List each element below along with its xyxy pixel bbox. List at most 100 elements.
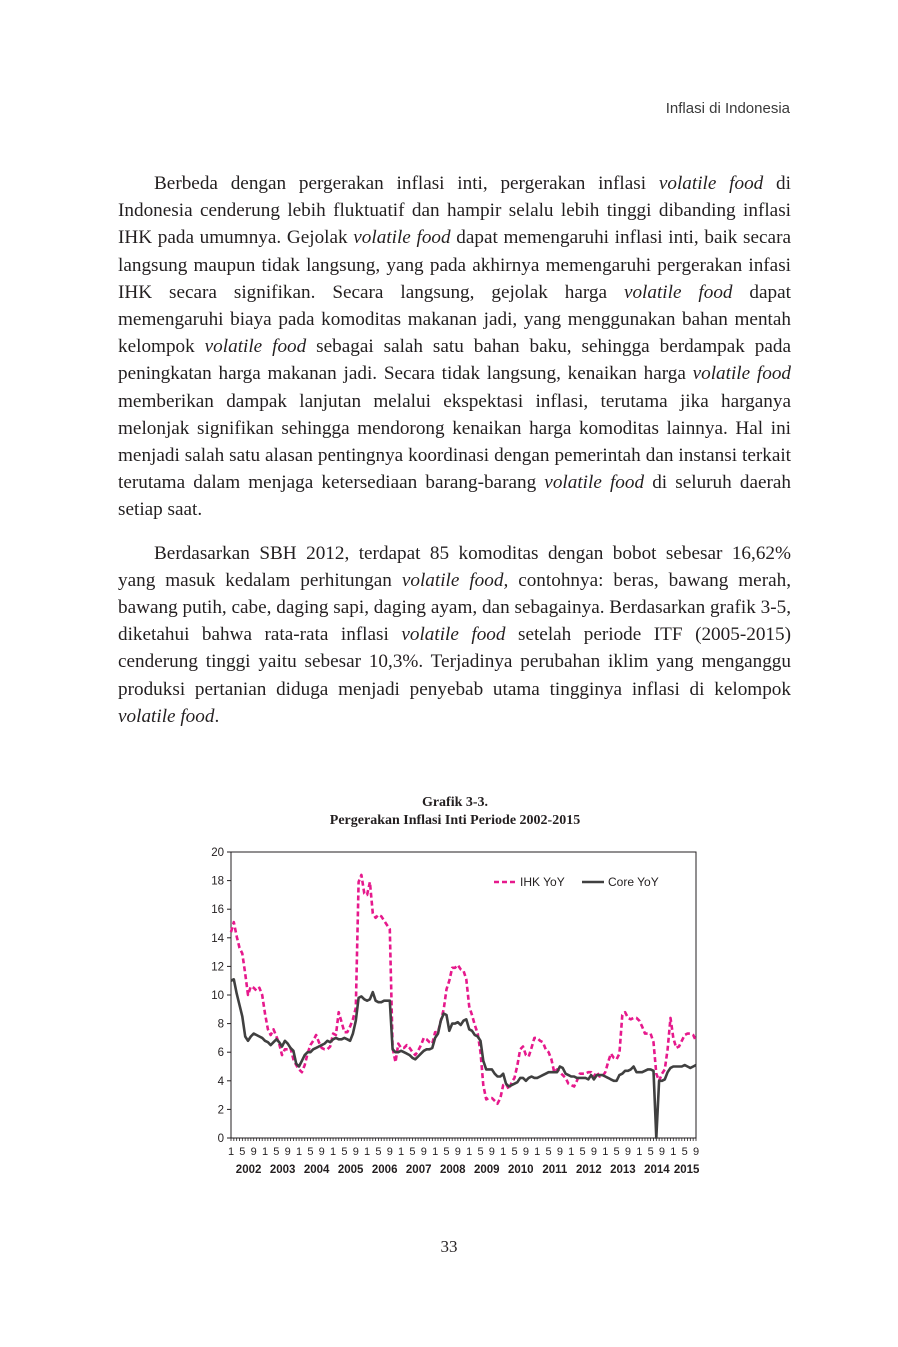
x-month-label: 9 bbox=[353, 1146, 359, 1158]
italic-term: volatile food, bbox=[401, 569, 509, 591]
y-tick-label: 10 bbox=[211, 990, 224, 1002]
text-run: di Indonesia cenderung lebih fluktuatif … bbox=[118, 173, 791, 249]
x-month-label: 9 bbox=[625, 1146, 631, 1158]
x-year-label: 2011 bbox=[542, 1164, 568, 1176]
x-month-label: 9 bbox=[557, 1146, 563, 1158]
plot-frame bbox=[230, 851, 697, 1139]
y-tick-label: 4 bbox=[218, 1076, 225, 1088]
x-month-label: 1 bbox=[670, 1146, 676, 1158]
italic-term: volatile food bbox=[204, 336, 307, 358]
y-tick-label: 0 bbox=[218, 1133, 224, 1145]
x-month-label: 1 bbox=[534, 1146, 540, 1158]
x-month-label: 5 bbox=[375, 1146, 381, 1158]
paragraph-1: Berbeda dengan pergerakan inflasi inti, … bbox=[118, 170, 791, 524]
text-run: contohnya: beras, bawang merah, bawang p… bbox=[118, 569, 791, 646]
text-run: memberikan dampak lanjutan melalui ekspe… bbox=[118, 390, 791, 494]
x-month-label: 5 bbox=[682, 1146, 688, 1158]
x-year-label: 2013 bbox=[610, 1164, 636, 1176]
x-month-label: 5 bbox=[614, 1146, 620, 1158]
x-month-label: 9 bbox=[251, 1146, 257, 1158]
x-year-label: 2014 bbox=[644, 1164, 670, 1176]
running-header: Inflasi di Indonesia bbox=[665, 100, 790, 117]
text-run: Berdasarkan SBH 2012, terdapat 85 komodi… bbox=[118, 542, 791, 591]
x-month-label: 5 bbox=[443, 1146, 449, 1158]
legend-label: IHK YoY bbox=[520, 875, 565, 889]
figure-label: Grafik 3-3. bbox=[421, 795, 489, 810]
x-year-label: 2009 bbox=[474, 1164, 500, 1176]
x-month-label: 9 bbox=[421, 1146, 427, 1158]
x-month-label: 9 bbox=[693, 1146, 699, 1158]
x-month-label: 1 bbox=[398, 1146, 404, 1158]
x-month-label: 5 bbox=[580, 1146, 586, 1158]
text-run: dapat memengaruhi biaya pada komoditas m… bbox=[118, 281, 791, 358]
italic-term: volatile food bbox=[118, 705, 215, 727]
italic-term: volatile food bbox=[401, 624, 506, 646]
x-month-label: 5 bbox=[477, 1146, 483, 1158]
page-number: 33 bbox=[440, 1237, 458, 1256]
italic-term: volatile food bbox=[353, 227, 451, 249]
x-month-label: 5 bbox=[545, 1146, 551, 1158]
x-year-label: 2010 bbox=[508, 1164, 534, 1176]
text-run: setelah periode ITF (2005-2015) cenderun… bbox=[118, 624, 791, 700]
x-month-label: 1 bbox=[296, 1146, 302, 1158]
x-year-label: 2002 bbox=[236, 1164, 262, 1176]
y-tick-label: 6 bbox=[218, 1047, 224, 1059]
y-tick-label: 12 bbox=[211, 961, 224, 973]
x-year-label: 2006 bbox=[372, 1164, 398, 1176]
text-run: di seluruh daerah setiap saat. bbox=[118, 472, 791, 521]
x-month-label: 1 bbox=[262, 1146, 268, 1158]
x-month-label: 9 bbox=[591, 1146, 597, 1158]
x-month-label: 5 bbox=[648, 1146, 654, 1158]
x-year-label: 2015 bbox=[674, 1164, 700, 1176]
x-month-label: 1 bbox=[568, 1146, 574, 1158]
y-tick-label: 16 bbox=[211, 904, 224, 916]
text-run: sebagai salah satu bahan baku, sehingga … bbox=[118, 336, 791, 385]
x-month-label: 1 bbox=[602, 1146, 608, 1158]
x-month-label: 9 bbox=[387, 1146, 393, 1158]
x-month-label: 1 bbox=[228, 1146, 234, 1158]
x-month-label: 5 bbox=[511, 1146, 517, 1158]
x-month-label: 9 bbox=[319, 1146, 325, 1158]
y-tick-label: 8 bbox=[218, 1019, 224, 1031]
body-text: Berbeda dengan pergerakan inflasi inti, … bbox=[118, 170, 791, 746]
y-tick-label: 18 bbox=[211, 876, 224, 888]
x-month-label: 1 bbox=[432, 1146, 438, 1158]
x-year-label: 2007 bbox=[406, 1164, 432, 1176]
y-tick-label: 14 bbox=[211, 933, 224, 945]
x-year-label: 2003 bbox=[270, 1164, 296, 1176]
italic-term: volatile food bbox=[623, 281, 733, 303]
core-yoy-line bbox=[230, 978, 697, 1140]
x-month-label: 5 bbox=[273, 1146, 279, 1158]
x-year-label: 2004 bbox=[304, 1164, 330, 1176]
x-month-label: 5 bbox=[341, 1146, 347, 1158]
ihk-yoy-line bbox=[229, 873, 698, 1105]
paragraph-2: Berdasarkan SBH 2012, terdapat 85 komodi… bbox=[118, 540, 791, 730]
x-month-label: 5 bbox=[409, 1146, 415, 1158]
x-month-label: 9 bbox=[285, 1146, 291, 1158]
x-year-label: 2008 bbox=[440, 1164, 466, 1176]
x-month-label: 5 bbox=[307, 1146, 313, 1158]
x-month-label: 1 bbox=[636, 1146, 642, 1158]
italic-term: volatile food bbox=[544, 472, 645, 494]
x-year-label: 2012 bbox=[576, 1164, 602, 1176]
x-month-label: 9 bbox=[455, 1146, 461, 1158]
x-month-label: 1 bbox=[330, 1146, 336, 1158]
x-month-label: 9 bbox=[659, 1146, 665, 1158]
x-month-label: 9 bbox=[523, 1146, 529, 1158]
x-month-label: 9 bbox=[489, 1146, 495, 1158]
x-year-label: 2005 bbox=[338, 1164, 364, 1176]
legend-label: Core YoY bbox=[608, 875, 659, 889]
text-run: dapat memengaruhi inflasi inti, baik sec… bbox=[118, 227, 791, 303]
italic-term: volatile food bbox=[658, 173, 764, 194]
x-month-label: 5 bbox=[239, 1146, 245, 1158]
y-tick-label: 2 bbox=[218, 1104, 224, 1116]
figure-title: Pergerakan Inflasi Inti Periode 2002-201… bbox=[329, 813, 581, 828]
text-run: . bbox=[214, 705, 220, 727]
x-month-label: 1 bbox=[466, 1146, 472, 1158]
x-month-label: 1 bbox=[364, 1146, 370, 1158]
y-tick-label: 20 bbox=[211, 847, 224, 859]
x-month-label: 1 bbox=[500, 1146, 506, 1158]
text-run: Berbeda dengan pergerakan inflasi inti, … bbox=[154, 173, 659, 194]
italic-term: volatile food bbox=[692, 363, 792, 385]
